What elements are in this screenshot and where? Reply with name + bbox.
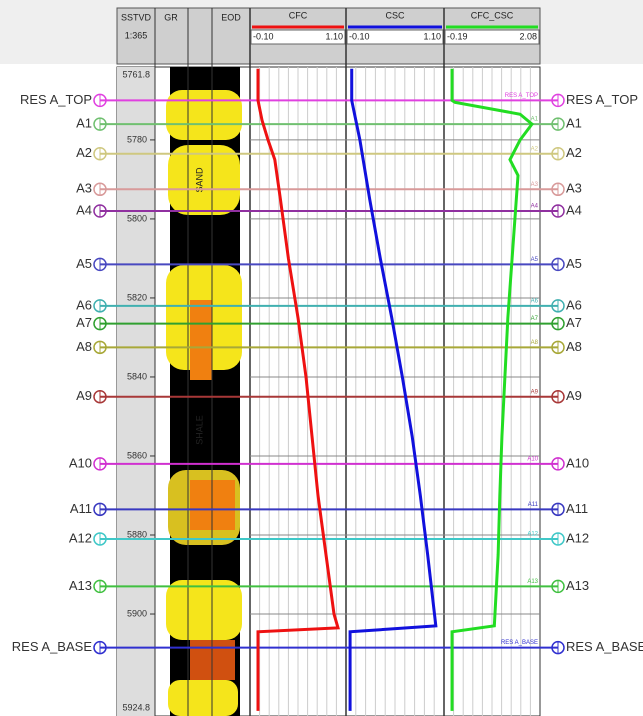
depth-tick-label: 5860 — [127, 450, 147, 460]
marker-label-left: A4 — [76, 202, 92, 217]
marker-tag: A1 — [531, 117, 539, 123]
marker-label-right: A3 — [566, 181, 582, 196]
marker-label-left: A2 — [76, 145, 92, 160]
marker-label-right: A6 — [566, 297, 582, 312]
marker-tag: A9 — [531, 389, 539, 395]
depth-tick-label: 5900 — [127, 608, 147, 618]
marker-tag: A11 — [528, 502, 539, 508]
well-log: SAND SHALE SSTVD 1:365 GR EOD CFC-0.101.… — [0, 0, 643, 716]
marker-label-left: A3 — [76, 181, 92, 196]
depth-tick-label: 5800 — [127, 213, 147, 223]
marker-label-right: A12 — [566, 530, 589, 545]
marker-label-right: A1 — [566, 116, 582, 131]
header-scale: 1:365 — [125, 30, 148, 40]
litho-shale — [190, 300, 212, 380]
marker-label-right: A4 — [566, 202, 582, 217]
marker-label-left: A8 — [76, 339, 92, 354]
header-title: CSC — [385, 10, 405, 20]
marker-label-right: A7 — [566, 315, 582, 330]
marker-label-left: A13 — [69, 578, 92, 593]
marker-label-left: A10 — [69, 455, 92, 470]
header-min: -0.19 — [447, 31, 468, 41]
header-title: CFC — [289, 10, 308, 20]
marker-label-left: A9 — [76, 388, 92, 403]
header-title: CFC_CSC — [471, 10, 514, 20]
marker-label-right: A9 — [566, 388, 582, 403]
marker-label-left: RES A_BASE — [12, 639, 93, 654]
header-min: -0.10 — [253, 31, 274, 41]
marker-tag: A10 — [527, 456, 538, 462]
litho-label: SHALE — [194, 415, 204, 445]
header-min: -0.10 — [349, 31, 370, 41]
marker-tag: A7 — [531, 316, 539, 322]
marker-label-left: RES A_TOP — [20, 92, 92, 107]
marker-tag: A12 — [527, 532, 538, 538]
header-title: SSTVD — [121, 12, 152, 22]
litho-sand — [166, 580, 242, 640]
marker-label-left: A1 — [76, 116, 92, 131]
depth-tick-label: 5840 — [127, 371, 147, 381]
litho-sand — [166, 90, 242, 140]
marker-label-left: A11 — [70, 501, 92, 516]
header-title: GR — [164, 12, 178, 22]
marker-tag: RES A_BASE — [501, 640, 538, 646]
marker-label-right: RES A_BASE — [566, 639, 643, 654]
litho-sand — [168, 680, 238, 716]
depth-tick-label: 5780 — [127, 134, 147, 144]
marker-label-right: A8 — [566, 339, 582, 354]
header-max: 1.10 — [325, 31, 343, 41]
marker-label-right: A5 — [566, 256, 582, 271]
depth-bottom-label: 5924.8 — [122, 702, 150, 712]
header-max: 1.10 — [423, 31, 441, 41]
depth-tick-label: 5880 — [127, 529, 147, 539]
page: { "header": { "depth": {"title": "SSTVD"… — [0, 0, 643, 716]
marker-tag: A6 — [531, 298, 539, 304]
marker-label-left: A7 — [76, 315, 92, 330]
marker-label-right: A10 — [566, 455, 589, 470]
marker-tag: A5 — [531, 257, 539, 263]
lithology — [166, 67, 242, 716]
marker-label-left: A12 — [69, 530, 92, 545]
header-title: EOD — [221, 12, 241, 22]
marker-tag: A8 — [531, 340, 539, 346]
marker-tag: RES A_TOP — [505, 93, 538, 99]
header-max: 2.08 — [519, 31, 537, 41]
depth-top-label: 5761.8 — [122, 69, 150, 79]
marker-tag: A3 — [531, 182, 539, 188]
marker-label-right: RES A_TOP — [566, 92, 638, 107]
marker-tag: A13 — [527, 579, 538, 585]
depth-tick-label: 5820 — [127, 292, 147, 302]
marker-label-right: A2 — [566, 145, 582, 160]
marker-label-left: A5 — [76, 256, 92, 271]
marker-label-right: A13 — [566, 578, 589, 593]
marker-tag: A2 — [531, 146, 539, 152]
marker-label-right: A11 — [566, 501, 588, 516]
depth-column — [117, 67, 155, 716]
marker-tag: A4 — [531, 204, 539, 210]
marker-label-left: A6 — [76, 297, 92, 312]
